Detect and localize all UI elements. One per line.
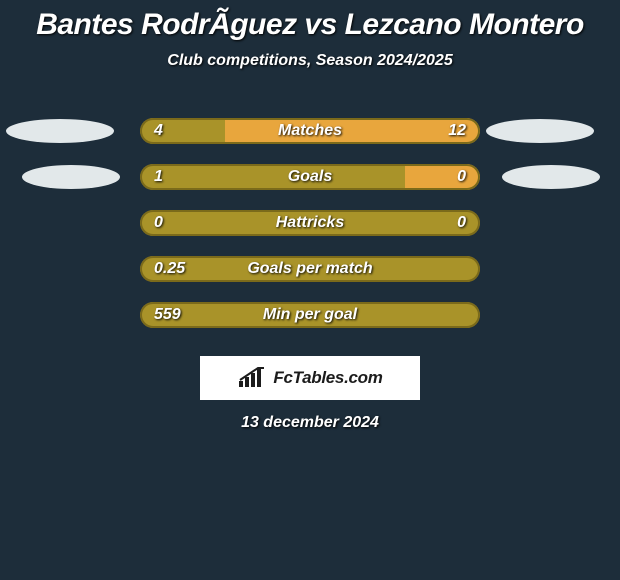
stat-rows: Matches412Goals10Hattricks00Goals per ma…: [0, 108, 620, 338]
brand-chart-icon: [237, 367, 267, 389]
stat-right-value: 0: [457, 164, 466, 190]
stat-left-value: 0.25: [154, 256, 185, 282]
stat-left-value: 1: [154, 164, 163, 190]
stat-left-value: 559: [154, 302, 181, 328]
stat-row: Goals1 0: [0, 154, 620, 200]
stat-label: Matches: [140, 118, 480, 144]
player-ellipse-left: [6, 119, 114, 143]
stat-label: Goals per match: [140, 256, 480, 282]
stat-bar: Matches4 12: [140, 118, 480, 144]
stat-label: Hattricks: [140, 210, 480, 236]
stat-row: Hattricks0 0: [0, 200, 620, 246]
stat-label: Min per goal: [140, 302, 480, 328]
stat-bar: Goals1 0: [140, 164, 480, 190]
stat-row: Matches4 12: [0, 108, 620, 154]
player-ellipse-right: [486, 119, 594, 143]
stat-row: Goals per match0.25: [0, 246, 620, 292]
stat-right-value: 0: [457, 210, 466, 236]
stat-bar: Hattricks0 0: [140, 210, 480, 236]
brand-text: FcTables.com: [273, 368, 382, 388]
player-ellipse-right: [502, 165, 600, 189]
subtitle: Club competitions, Season 2024/2025: [0, 52, 620, 70]
stat-left-value: 0: [154, 210, 163, 236]
date-text: 13 december 2024: [0, 414, 620, 432]
stat-label: Goals: [140, 164, 480, 190]
stat-bar: Min per goal559: [140, 302, 480, 328]
brand-box: FcTables.com: [200, 356, 420, 400]
stat-bar: Goals per match0.25: [140, 256, 480, 282]
comparison-infographic: Bantes RodrÃ­guez vs Lezcano Montero Clu…: [0, 0, 620, 580]
stat-left-value: 4: [154, 118, 163, 144]
player-ellipse-left: [22, 165, 120, 189]
stat-row: Min per goal559: [0, 292, 620, 338]
page-title: Bantes RodrÃ­guez vs Lezcano Montero: [0, 0, 620, 42]
stat-right-value: 12: [448, 118, 466, 144]
